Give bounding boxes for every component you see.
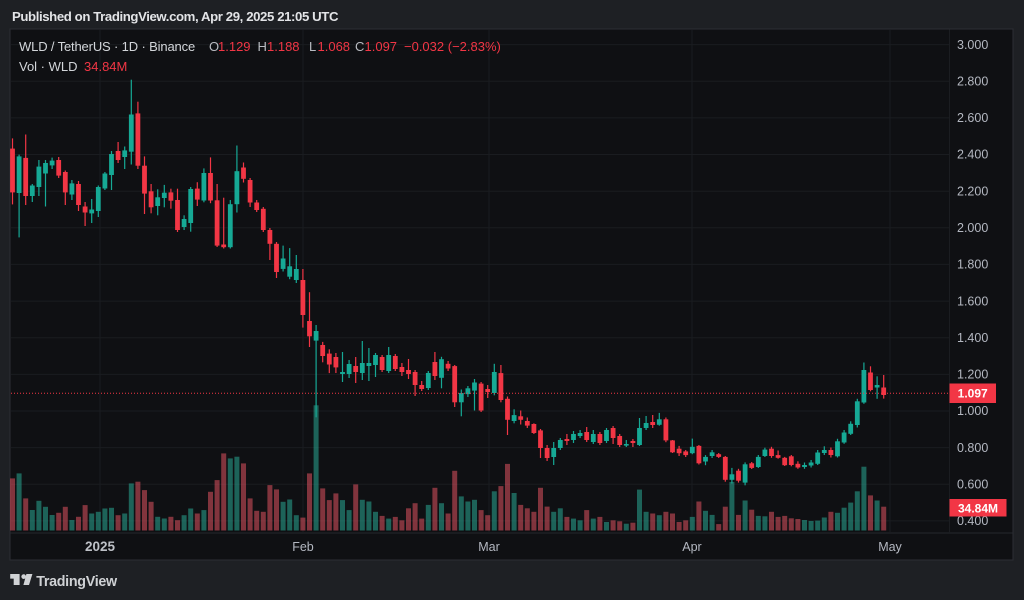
svg-text:1.600: 1.600	[957, 294, 988, 308]
svg-text:1.129: 1.129	[218, 39, 251, 54]
svg-text:0.400: 0.400	[957, 514, 988, 528]
svg-text:Feb: Feb	[292, 540, 314, 554]
svg-text:May: May	[878, 540, 902, 554]
svg-text:34.84M: 34.84M	[84, 59, 127, 74]
svg-text:−0.032 (−2.83%): −0.032 (−2.83%)	[404, 39, 501, 54]
svg-text:0.800: 0.800	[957, 441, 988, 455]
svg-text:1.188: 1.188	[267, 39, 300, 54]
svg-text:Apr: Apr	[682, 540, 701, 554]
svg-text:WLD / TetherUS · 1D · Binance: WLD / TetherUS · 1D · Binance	[19, 39, 195, 54]
svg-text:2.800: 2.800	[957, 74, 988, 88]
svg-text:O: O	[209, 39, 219, 54]
svg-text:2.600: 2.600	[957, 111, 988, 125]
svg-text:2.200: 2.200	[957, 184, 988, 198]
svg-text:1.200: 1.200	[957, 368, 988, 382]
svg-text:TradingView: TradingView	[36, 574, 118, 590]
svg-text:Vol · WLD: Vol · WLD	[19, 59, 78, 74]
svg-text:Mar: Mar	[478, 540, 500, 554]
svg-text:1.068: 1.068	[318, 39, 351, 54]
svg-text:34.84M: 34.84M	[958, 501, 998, 515]
svg-text:1.097: 1.097	[958, 387, 988, 401]
svg-text:H: H	[258, 39, 267, 54]
svg-text:2.400: 2.400	[957, 148, 988, 162]
svg-text:C: C	[355, 39, 364, 54]
svg-text:2.000: 2.000	[957, 221, 988, 235]
svg-text:1.400: 1.400	[957, 331, 988, 345]
svg-text:1.800: 1.800	[957, 258, 988, 272]
svg-text:L: L	[309, 39, 316, 54]
svg-text:2025: 2025	[85, 539, 116, 554]
svg-text:1.000: 1.000	[957, 404, 988, 418]
svg-text:Published on TradingView.com,: Published on TradingView.com, Apr 29, 20…	[12, 9, 339, 24]
svg-text:3.000: 3.000	[957, 38, 988, 52]
svg-text:0.600: 0.600	[957, 478, 988, 492]
svg-text:1.097: 1.097	[365, 39, 398, 54]
